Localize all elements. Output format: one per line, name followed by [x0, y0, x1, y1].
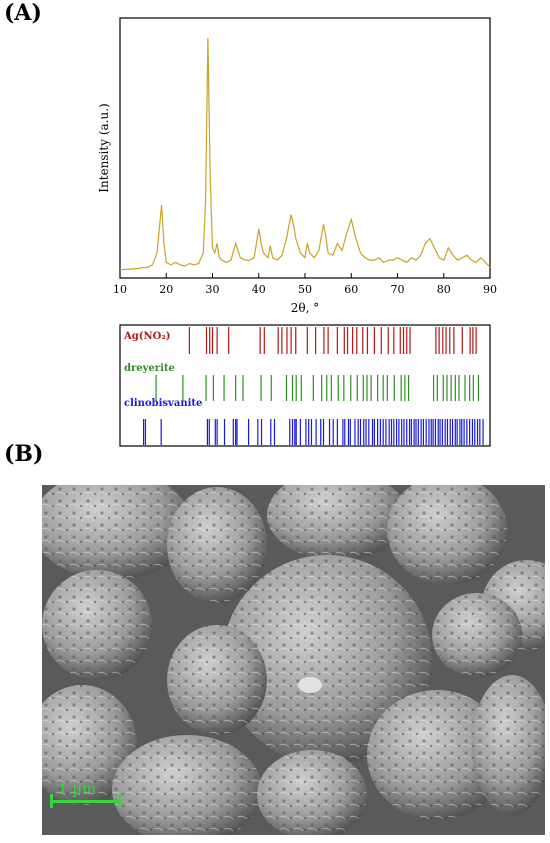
scale-bar-label: 1 µm — [58, 780, 97, 798]
x-tick-label: 80 — [437, 283, 451, 296]
x-axis-ticks: 10 20 30 40 50 60 70 80 90 — [113, 273, 497, 296]
clinobisvanite-label: clinobisvanite — [124, 398, 202, 409]
x-tick-label: 30 — [206, 283, 220, 296]
sem-micrograph: 1 µm — [42, 485, 545, 835]
scale-bar-cap-right — [119, 794, 122, 808]
plot-frame — [119, 17, 491, 279]
dreyerite-reference — [155, 375, 480, 401]
clinobisvanite-reference — [142, 419, 484, 445]
x-tick-label: 90 — [483, 283, 497, 296]
x-tick-label: 70 — [391, 283, 405, 296]
xrd-pattern-line — [119, 37, 491, 271]
ag-no2-reference — [188, 327, 477, 354]
xrd-chart: 10 20 30 40 50 60 70 80 90 2θ, ° Intensity (a.u.… — [97, 17, 497, 447]
x-tick-label: 60 — [344, 283, 358, 296]
scale-bar-line — [50, 800, 122, 803]
scale-bar: 1 µm — [50, 780, 140, 810]
ag-no2-label: Ag(NO₂) — [123, 331, 170, 342]
scale-bar-cap-left — [50, 794, 53, 808]
x-axis-title: 2θ, ° — [291, 301, 320, 315]
dreyerite-label: dreyerite — [124, 363, 175, 374]
x-tick-label: 10 — [113, 283, 127, 296]
panel-b-label: (B) — [4, 441, 44, 467]
x-tick-label: 50 — [298, 283, 312, 296]
x-tick-label: 40 — [252, 283, 266, 296]
y-axis-title: Intensity (a.u.) — [97, 103, 111, 192]
panel-a-label: (A) — [4, 0, 42, 26]
x-tick-label: 20 — [159, 283, 173, 296]
sem-particles-image — [42, 485, 545, 835]
reference-frame — [119, 324, 491, 447]
